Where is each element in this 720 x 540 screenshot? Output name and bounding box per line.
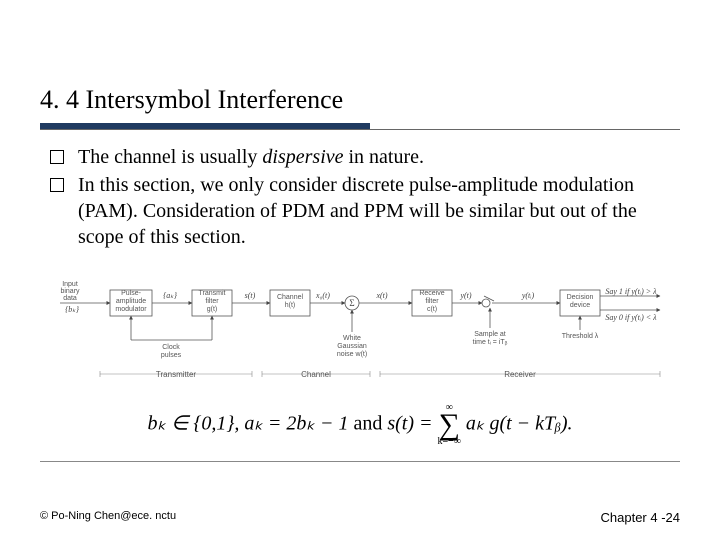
svg-text:Input: Input — [62, 281, 78, 288]
bullet-item-2: In this section, we only consider discre… — [50, 172, 680, 250]
bullet-list: The channel is usually dispersive in nat… — [40, 144, 680, 250]
svg-text:Say 1 if y(tᵢ) > λ: Say 1 if y(tᵢ) > λ — [605, 287, 657, 296]
title-rule — [40, 123, 680, 130]
svg-text:Say 0 if y(tᵢ) < λ: Say 0 if y(tᵢ) < λ — [605, 313, 657, 322]
svg-text:x₀(t): x₀(t) — [315, 291, 330, 300]
svg-text:s(t): s(t) — [245, 291, 256, 300]
footer-rule — [40, 461, 680, 462]
svg-text:Receiver: Receiver — [504, 370, 536, 379]
svg-text:y(tᵢ): y(tᵢ) — [521, 291, 535, 300]
svg-text:noise w(t): noise w(t) — [337, 351, 367, 358]
svg-text:{bₖ}: {bₖ} — [65, 305, 80, 314]
svg-text:x(t): x(t) — [375, 291, 387, 300]
footer-right: Chapter 4 -24 — [601, 510, 681, 525]
svg-text:y(t): y(t) — [459, 291, 471, 300]
svg-text:Decision: Decision — [567, 294, 594, 301]
svg-text:binary: binary — [60, 288, 80, 295]
formula: bₖ ∈ {0,1}, aₖ = 2bₖ − 1 and s(t) = ∞ ∑ … — [40, 403, 680, 447]
svg-text:Σ: Σ — [349, 298, 354, 308]
svg-text:Channel: Channel — [277, 294, 304, 301]
svg-text:time tᵢ = iTᵦ: time tᵢ = iTᵦ — [473, 339, 508, 346]
svg-text:filter: filter — [205, 298, 219, 305]
svg-text:Transmitter: Transmitter — [156, 370, 196, 379]
block-diagram: Pulse-amplitudemodulatorTransmitfilterg(… — [40, 272, 680, 397]
svg-text:data: data — [63, 295, 77, 302]
footer-left: © Po-Ning Chen@ece. nctu — [40, 510, 176, 522]
svg-text:device: device — [570, 302, 590, 309]
svg-text:Threshold λ: Threshold λ — [562, 333, 599, 340]
svg-text:c(t): c(t) — [427, 306, 437, 313]
bullet-item-1: The channel is usually dispersive in nat… — [50, 144, 680, 170]
svg-text:h(t): h(t) — [285, 302, 296, 309]
svg-text:Clock: Clock — [162, 344, 180, 351]
svg-text:Transmit: Transmit — [199, 290, 226, 297]
svg-text:Gaussian: Gaussian — [337, 343, 367, 350]
slide-footer: © Po-Ning Chen@ece. nctu Chapter 4 -24 — [40, 510, 680, 522]
svg-text:Channel: Channel — [301, 370, 331, 379]
svg-text:pulses: pulses — [161, 352, 182, 359]
svg-text:White: White — [343, 335, 361, 342]
svg-text:{aₖ}: {aₖ} — [163, 291, 178, 300]
svg-text:Pulse-: Pulse- — [121, 290, 142, 297]
svg-text:filter: filter — [425, 298, 439, 305]
svg-text:g(t): g(t) — [207, 306, 218, 313]
svg-text:Receive: Receive — [419, 290, 444, 297]
svg-text:Sample at: Sample at — [474, 331, 506, 338]
svg-text:amplitude: amplitude — [116, 298, 146, 305]
svg-text:modulator: modulator — [115, 306, 147, 313]
slide-title: 4. 4 Intersymbol Interference — [40, 85, 343, 114]
